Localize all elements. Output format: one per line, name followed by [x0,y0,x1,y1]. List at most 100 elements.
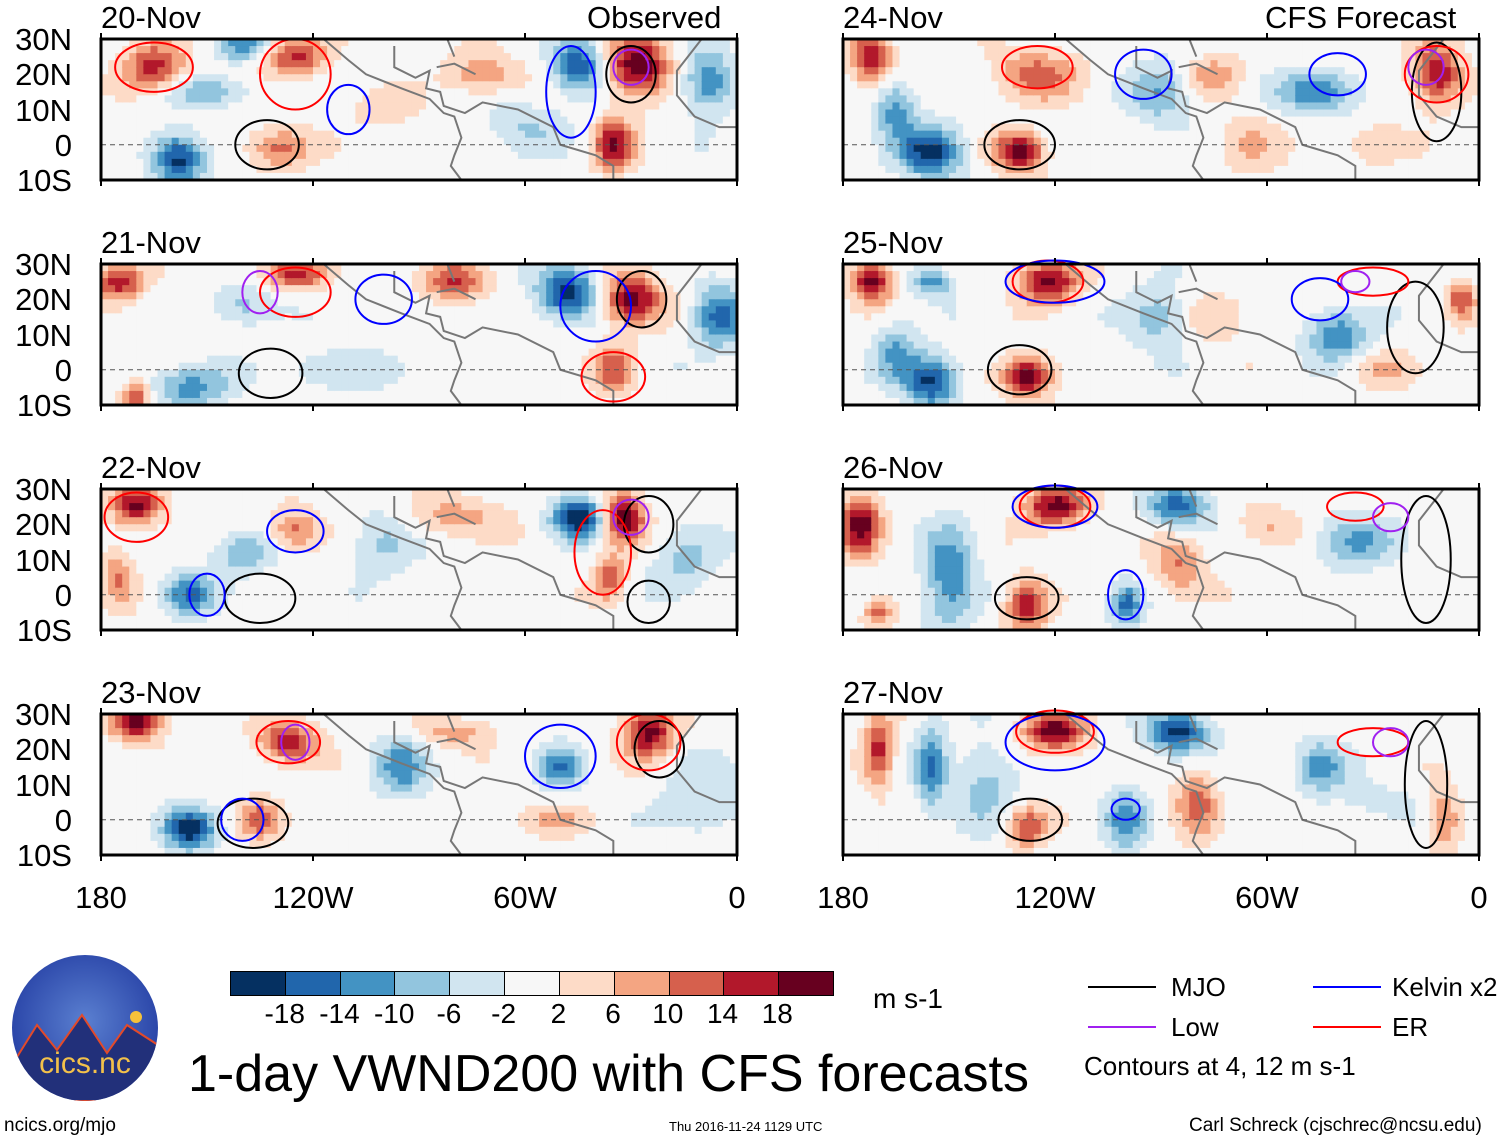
field-cell [115,334,123,343]
field-cell [171,622,180,631]
field-cell [694,53,703,61]
field-cell [468,334,477,343]
field-cell [348,46,356,54]
field-cell [277,369,286,378]
field-cell [468,601,477,610]
field-cell [397,524,406,532]
field-cell [666,116,674,125]
field-cell [355,503,364,511]
field-cell [313,566,321,575]
field-cell [609,88,618,96]
field-cell [666,158,674,167]
field-cell [171,320,180,329]
field-cell [461,299,470,307]
field-cell [553,524,561,532]
field-cell [108,559,116,568]
field-cell [475,306,484,314]
field-cell [433,60,441,68]
field-cell [411,95,420,104]
field-cell [129,278,137,286]
field-cell [150,95,159,104]
field-cell [143,348,152,357]
field-cell [178,496,187,504]
field-cell [482,397,491,406]
field-cell [256,264,265,272]
field-cell [567,573,576,582]
field-cell [277,81,286,89]
field-cell [475,489,484,497]
field-cell [129,496,137,504]
field-cell [390,376,399,385]
field-cell [256,615,265,624]
field-cell [235,531,243,539]
field-cell [496,67,505,75]
field-cell [383,299,392,307]
field-cell [129,60,137,68]
field-cell [164,531,173,539]
field-cell [207,123,215,132]
field-cell [553,102,561,111]
field-cell [129,524,137,532]
field-cell [666,130,674,139]
field-cell [334,622,342,631]
field-cell [419,53,427,61]
field-cell [532,369,540,378]
field-cell [129,334,137,343]
field-cell [108,327,116,336]
field-cell [242,601,250,610]
field-cell [694,292,703,300]
field-cell [426,538,434,546]
field-cell [291,292,300,300]
field-cell [235,517,243,525]
field-cell [517,327,526,336]
field-cell [383,552,392,561]
field-cell [327,622,335,631]
field-cell [510,587,519,596]
field-cell [397,123,406,132]
field-cell [221,292,229,300]
field-cell [475,278,484,286]
field-cell [482,144,491,153]
field-cell [510,524,519,532]
field-cell [192,517,201,525]
field-cell [510,130,519,139]
field-cell [701,271,710,279]
field-cell [242,264,250,272]
field-cell [383,102,392,111]
field-cell [171,594,180,603]
field-cell [567,39,576,47]
field-cell [115,580,123,589]
field-cell [192,538,201,546]
field-cell [390,116,399,125]
field-cell [426,573,434,582]
field-cell [249,327,258,336]
panel-date: 20-Nov [101,0,201,35]
field-cell [305,313,314,321]
field-cell [419,285,427,293]
field-cell [638,341,646,350]
field-cell [517,313,526,321]
field-cell [334,594,342,603]
field-cell [305,376,314,385]
field-cell [108,397,116,406]
field-cell [341,165,349,174]
field-cell [694,285,703,293]
field-cell [426,313,434,321]
field-cell [652,271,660,279]
field-cell [171,53,180,61]
field-cell [567,517,576,525]
field-cell [482,278,491,286]
field-cell [242,271,250,279]
field-cell [334,341,342,350]
field-cell [553,552,561,561]
field-cell [638,158,646,167]
field-cell [461,158,470,167]
field-cell [489,46,498,54]
field-cell [510,341,519,350]
field-cell [574,496,583,504]
field-cell [546,60,554,68]
field-cell [178,573,187,582]
field-cell [546,594,554,603]
field-cell [560,348,568,357]
field-cell [517,376,526,385]
